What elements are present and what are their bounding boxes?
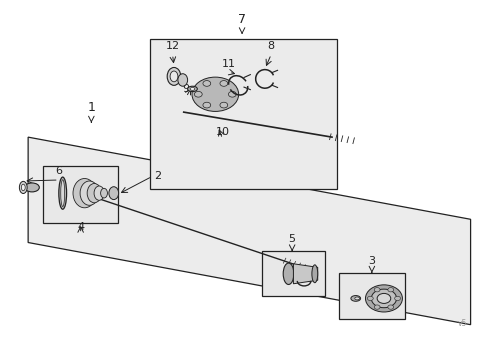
Circle shape	[366, 296, 372, 301]
Ellipse shape	[94, 186, 104, 200]
Bar	[42, 166, 118, 223]
Circle shape	[203, 81, 210, 86]
Ellipse shape	[178, 74, 187, 86]
Circle shape	[220, 102, 227, 108]
Ellipse shape	[187, 86, 197, 91]
Text: 7: 7	[238, 13, 245, 26]
Bar	[149, 39, 336, 189]
Ellipse shape	[350, 296, 360, 301]
Polygon shape	[28, 137, 469, 325]
Ellipse shape	[283, 263, 293, 284]
Ellipse shape	[20, 181, 27, 194]
Text: 6: 6	[55, 166, 62, 176]
Text: 3: 3	[367, 256, 375, 266]
Polygon shape	[293, 264, 317, 284]
Text: 12: 12	[165, 41, 179, 51]
Ellipse shape	[311, 265, 317, 283]
Ellipse shape	[21, 184, 25, 191]
Circle shape	[200, 83, 230, 106]
Circle shape	[376, 293, 390, 303]
Ellipse shape	[59, 177, 66, 209]
Bar	[261, 251, 324, 296]
Circle shape	[192, 77, 238, 111]
Circle shape	[220, 81, 227, 86]
Circle shape	[365, 285, 402, 312]
Ellipse shape	[61, 180, 64, 207]
Circle shape	[373, 288, 379, 292]
Text: 1: 1	[87, 101, 95, 114]
Circle shape	[206, 88, 224, 101]
Ellipse shape	[190, 87, 195, 90]
Circle shape	[387, 288, 393, 292]
Ellipse shape	[80, 181, 99, 205]
Ellipse shape	[109, 187, 119, 199]
Ellipse shape	[73, 179, 96, 208]
Circle shape	[394, 296, 400, 301]
Text: 9: 9	[182, 84, 189, 94]
Text: 8: 8	[267, 41, 274, 51]
Text: 10: 10	[215, 127, 229, 137]
Circle shape	[370, 289, 396, 308]
Circle shape	[203, 102, 210, 108]
Ellipse shape	[87, 184, 101, 203]
Ellipse shape	[167, 67, 181, 85]
Text: 11: 11	[222, 59, 235, 69]
Text: 4: 4	[77, 222, 84, 232]
Text: 5: 5	[288, 234, 295, 244]
Bar	[339, 273, 404, 319]
Circle shape	[373, 305, 379, 309]
Circle shape	[228, 91, 236, 97]
Ellipse shape	[25, 183, 39, 192]
Text: 2: 2	[154, 171, 162, 181]
Circle shape	[194, 91, 202, 97]
Circle shape	[387, 305, 393, 309]
Text: v5: v5	[457, 319, 466, 328]
Ellipse shape	[101, 188, 107, 198]
Ellipse shape	[170, 71, 178, 82]
Ellipse shape	[354, 297, 359, 300]
